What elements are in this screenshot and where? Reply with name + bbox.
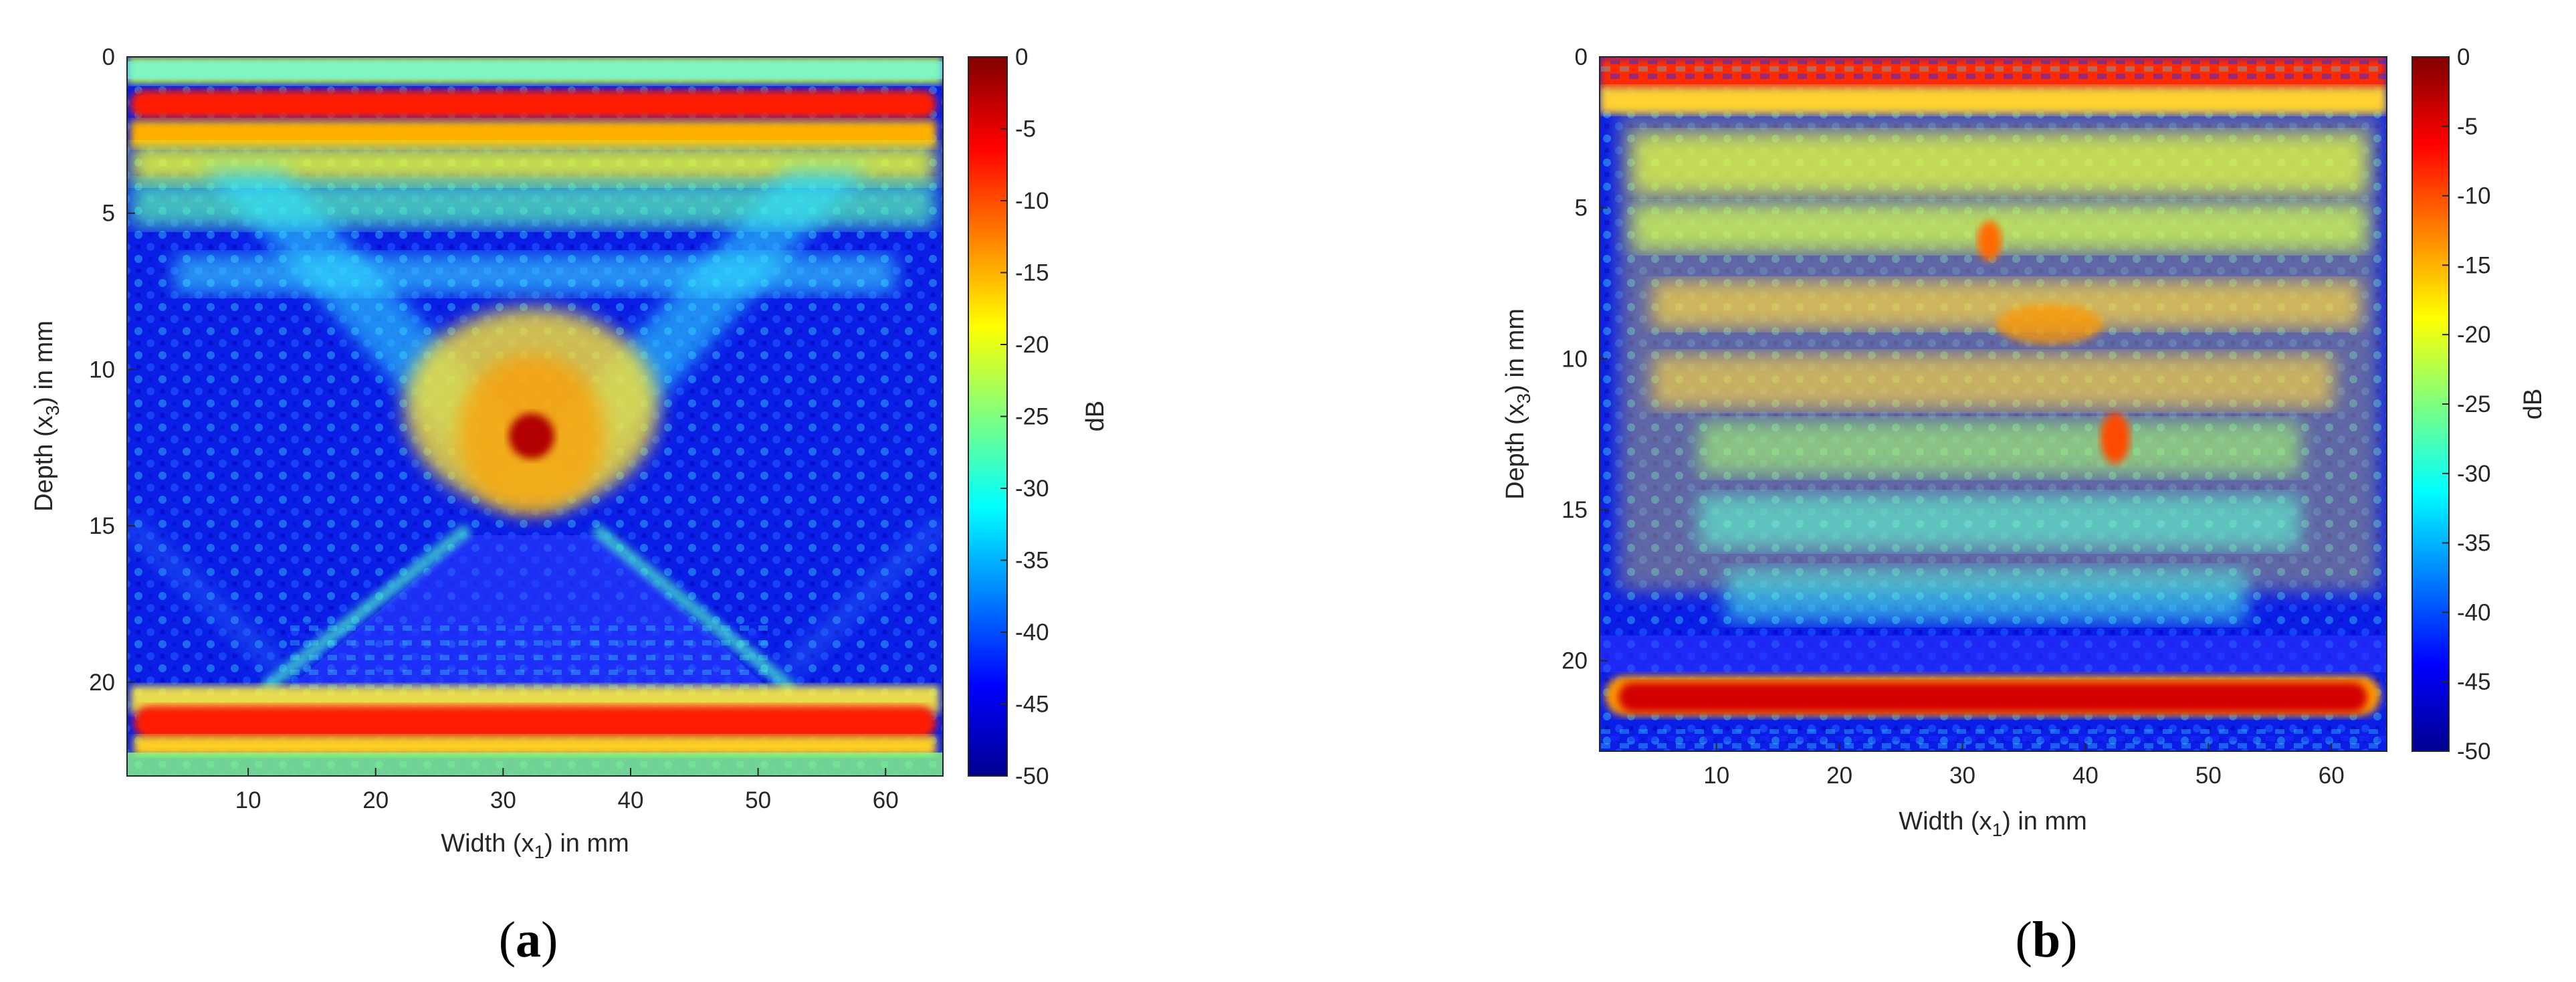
heatmap-image xyxy=(127,57,943,776)
colorbar-tick-label: -45 xyxy=(2457,669,2491,695)
x-tick-label: 10 xyxy=(1703,763,1729,789)
x-tick-label: 50 xyxy=(2195,763,2222,789)
panel-a: 10 20 30 40 50 60 0 5 10 15 20 Width (x1) in mm De… xyxy=(30,44,1109,968)
panel-caption-a: (a) xyxy=(499,912,558,968)
colorbar-tick-label: -50 xyxy=(2457,739,2491,765)
colorbar-tick-label: -15 xyxy=(2457,252,2491,278)
plot-frame xyxy=(126,56,944,777)
x-tick-label: 30 xyxy=(1949,763,1975,789)
y-tick-label: 15 xyxy=(89,513,115,539)
colorbar-tick-label: -5 xyxy=(1015,116,1036,142)
x-tick-label: 60 xyxy=(2319,763,2345,789)
y-tick-label: 0 xyxy=(102,44,115,70)
colorbar-tick-label: -20 xyxy=(1015,332,1049,358)
colorbar-label-a: dB xyxy=(1081,401,1109,431)
x-tick-label: 40 xyxy=(2072,763,2099,789)
x-axis-label-b: Width (x1) in mm xyxy=(1899,807,2087,840)
colorbar-tick-label: -30 xyxy=(1015,476,1049,502)
x-tick-label: 30 xyxy=(490,787,516,813)
x-tick-label: 40 xyxy=(618,787,644,813)
colorbar-tick-label: -25 xyxy=(1015,404,1049,430)
colorbar-tick-label: -5 xyxy=(2457,114,2478,140)
colorbar-label-b: dB xyxy=(2519,389,2547,419)
y-tick-label: 5 xyxy=(1575,195,1588,221)
y-tick-label: 20 xyxy=(89,670,115,696)
heatmap-image xyxy=(1600,57,2387,751)
colorbar-tick-label: -40 xyxy=(1015,619,1049,646)
panel-b: 10 20 30 40 50 60 0 5 10 15 20 Width (x1) in mm De… xyxy=(1501,44,2547,968)
y-tick-label: 10 xyxy=(1562,346,1588,372)
panel-caption-b: (b) xyxy=(2016,912,2078,968)
x-tick-label: 20 xyxy=(1826,763,1852,789)
x-tick-label: 50 xyxy=(745,787,771,813)
x-tick-label: 20 xyxy=(362,787,389,813)
y-tick-label: 5 xyxy=(102,201,115,227)
y-axis-label-a: Depth (x3) in mm xyxy=(30,320,63,512)
y-tick-label: 15 xyxy=(1562,497,1588,523)
colorbar-tick-label: -50 xyxy=(1015,763,1049,789)
colorbar-ticks-a: 0 -5 -10 -15 -20 -25 -30 -35 -40 -45 -50 xyxy=(1000,44,1049,789)
colorbar-tick-label: -10 xyxy=(1015,188,1049,214)
x-tick-label: 60 xyxy=(873,787,899,813)
colorbar-tick-label: -25 xyxy=(2457,391,2491,417)
colorbar-tick-label: 0 xyxy=(2457,44,2470,70)
colorbar-tick-label: 0 xyxy=(1015,44,1028,70)
y-axis-label-b: Depth (x3) in mm xyxy=(1501,308,1534,500)
colorbar-tick-label: -15 xyxy=(1015,260,1049,286)
y-tick-label: 10 xyxy=(89,357,115,383)
colorbar-ticks-b: 0 -5 -10 -15 -20 -25 -30 -35 -40 -45 -50 xyxy=(2442,44,2491,765)
axis-ticks-b: 10 20 30 40 50 60 0 5 10 15 20 xyxy=(1562,44,2345,789)
colorbar-tick-label: -10 xyxy=(2457,183,2491,209)
colorbar-tick-label: -35 xyxy=(2457,530,2491,557)
x-axis-label-a: Width (x1) in mm xyxy=(441,829,629,862)
colorbar-tick-label: -20 xyxy=(2457,322,2491,348)
y-tick-label: 20 xyxy=(1562,648,1588,674)
x-tick-label: 10 xyxy=(235,787,261,813)
colorbar-tick-label: -35 xyxy=(1015,548,1049,574)
colorbar-tick-label: -30 xyxy=(2457,461,2491,487)
plot-frame xyxy=(1599,56,2387,752)
colorbar-tick-label: -45 xyxy=(1015,692,1049,718)
axis-ticks-a: 10 20 30 40 50 60 0 5 10 15 20 xyxy=(89,44,899,813)
colorbar-tick-label: -40 xyxy=(2457,599,2491,625)
y-tick-label: 0 xyxy=(1575,44,1588,70)
